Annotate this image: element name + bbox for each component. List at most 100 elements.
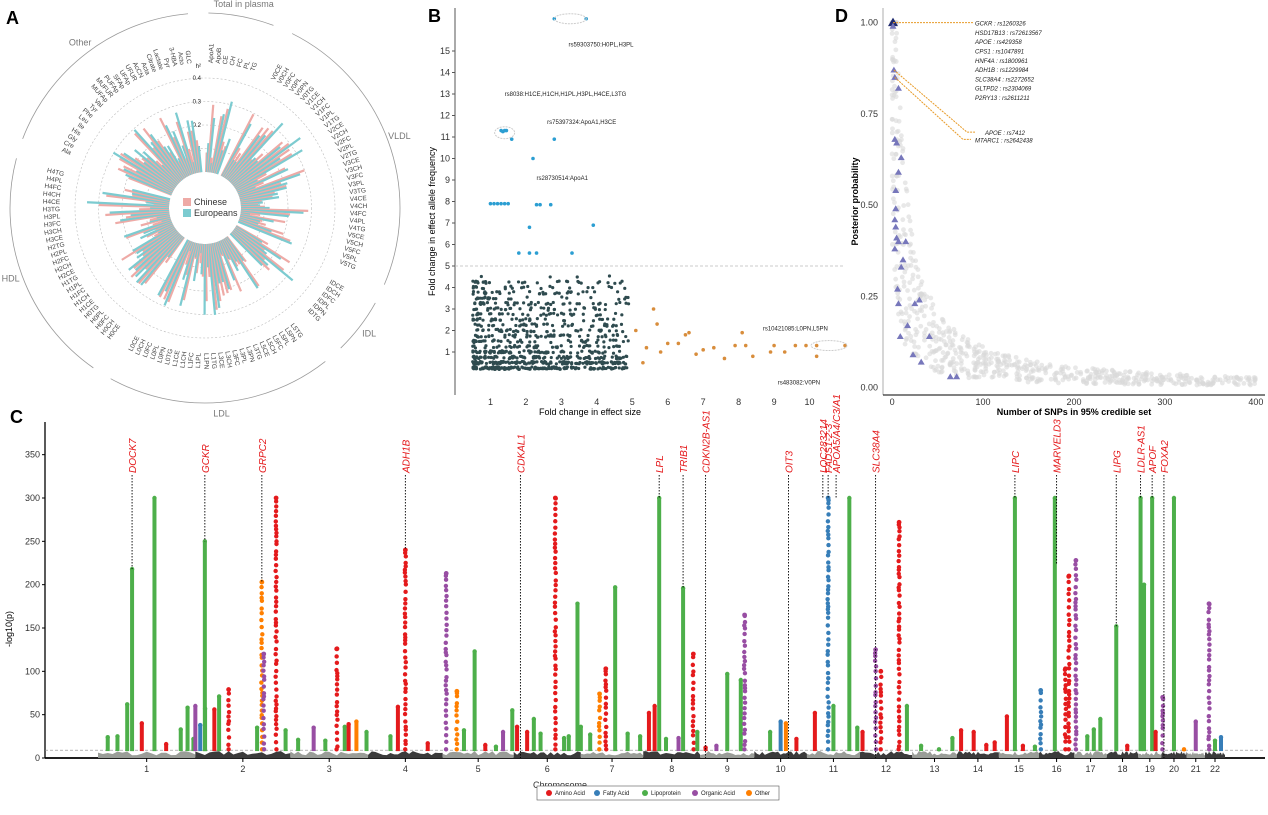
credible-set-point [1063, 364, 1069, 370]
point-low-effect [586, 286, 590, 290]
snp-point [454, 737, 459, 742]
snp-point [1074, 729, 1079, 734]
point-low-effect [533, 340, 537, 344]
snp-point [742, 742, 747, 747]
snp-point [690, 662, 696, 668]
grid-circle [121, 124, 289, 292]
snp-point [794, 736, 799, 742]
snp-point [1066, 587, 1072, 592]
snp-point [311, 725, 316, 730]
credible-set-point [889, 130, 895, 136]
point-low-effect [508, 355, 512, 360]
snp-point [897, 732, 902, 737]
lead-snp-triangle [888, 17, 899, 27]
point-low-effect [551, 286, 555, 290]
snp-point [612, 585, 618, 590]
gene-snp-label: CPS1 : rs1047891 [975, 50, 1024, 56]
snp-point [1066, 735, 1071, 740]
snp-point [596, 724, 602, 729]
snp-point [896, 704, 902, 709]
snp-point [603, 705, 609, 710]
snp-point [403, 589, 408, 595]
point-low-effect [501, 323, 505, 327]
credible-set-point [947, 345, 953, 351]
credible-set-point [1092, 374, 1098, 379]
point-low-effect [550, 345, 555, 349]
chromosome-label: 20 [1169, 764, 1179, 774]
snp-point [1067, 638, 1072, 643]
legend-label: Other [755, 791, 770, 797]
snp-point [825, 604, 831, 609]
point-low-effect [557, 366, 561, 370]
trait-label: L3FC [230, 349, 240, 366]
point-low-effect [608, 338, 612, 342]
snp-point [1207, 729, 1212, 735]
snp-point [273, 646, 279, 652]
credible-set-point [927, 351, 933, 357]
point-low-effect [539, 306, 543, 310]
point-low-effect [593, 356, 598, 361]
bar-europeans [229, 157, 257, 184]
snp-point [878, 699, 883, 704]
credible-set-point [991, 369, 997, 375]
snp-point [825, 747, 831, 752]
credible-set-point [1248, 382, 1253, 388]
point-low-effect [555, 346, 559, 350]
snp-point [443, 640, 448, 646]
highlight-ellipse [494, 126, 516, 140]
y-tick-label: 6 [445, 240, 450, 250]
credible-set-point [1030, 367, 1036, 373]
snp-point [262, 734, 267, 739]
snp-point [767, 729, 773, 735]
credible-set-point [1208, 382, 1214, 388]
snp-point [259, 606, 264, 611]
y-tick-label: 9 [445, 175, 450, 185]
snp-point [273, 552, 279, 557]
point-low-effect [602, 356, 606, 360]
point-low-effect [612, 317, 616, 321]
credible-set-point [1113, 379, 1118, 385]
bar-europeans [197, 146, 203, 173]
point-low-effect [524, 362, 528, 366]
credible-set-point [1212, 374, 1218, 380]
snp-point [274, 714, 279, 719]
snp-point [625, 731, 630, 736]
point-low-effect [571, 365, 575, 370]
credible-set-point [895, 295, 901, 300]
snp-annotation: rs28730514:ApoA1 [537, 176, 589, 182]
point-high-freq [527, 251, 532, 255]
point-low-effect [546, 334, 550, 338]
credible-set-point [940, 357, 946, 363]
y-tick-label: 0.75 [860, 109, 878, 119]
point-low-effect [559, 350, 563, 354]
credible-set-point [964, 353, 970, 359]
point-high-effect [772, 343, 776, 348]
snp-point [1063, 717, 1068, 722]
point-low-effect [487, 323, 491, 327]
bar-europeans [142, 151, 180, 185]
point-low-effect [509, 306, 513, 310]
bar-europeans [149, 133, 185, 180]
snp-point [514, 724, 520, 729]
snp-point [1160, 718, 1166, 723]
credible-set-point [996, 359, 1002, 365]
snp-point [603, 717, 608, 722]
chromosome-background [806, 751, 860, 758]
credible-set-point [994, 363, 1000, 369]
y-tick-label: 50 [30, 710, 40, 720]
snp-point [1073, 667, 1078, 672]
group-label: Other [69, 37, 92, 47]
credible-set-point [941, 332, 947, 338]
credible-set-point [1124, 377, 1130, 383]
credible-set-point [1053, 377, 1059, 383]
point-low-effect [549, 311, 553, 316]
bar-europeans [143, 220, 173, 235]
gene-snp-label: APOE : rs7412 [984, 131, 1026, 137]
snp-point [742, 654, 747, 660]
h2-axis-label: h² [196, 64, 201, 70]
snp-point [403, 659, 409, 665]
point-low-effect [507, 333, 511, 337]
snp-point [273, 740, 279, 745]
point-high-effect [683, 333, 688, 337]
point-high-freq [552, 137, 557, 141]
